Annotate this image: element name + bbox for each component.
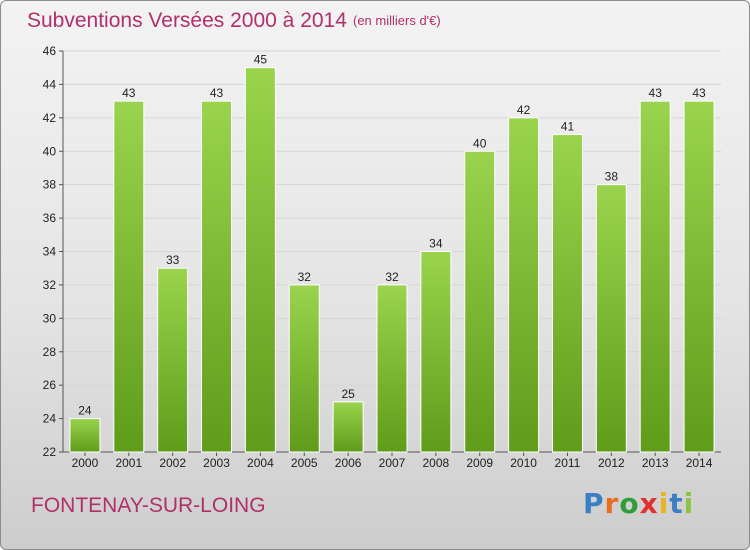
data-label-2012: 38 bbox=[605, 170, 619, 184]
chart-subtitle: (en milliers d'€) bbox=[353, 13, 441, 28]
bar-2003 bbox=[201, 100, 233, 453]
logo-letter: x bbox=[639, 487, 659, 520]
bar-2011 bbox=[551, 134, 583, 453]
y-tick-label: 46 bbox=[43, 44, 57, 58]
data-label-2013: 43 bbox=[649, 86, 663, 100]
x-tick-label-2003: 2003 bbox=[203, 456, 230, 470]
data-label-2009: 40 bbox=[473, 136, 487, 150]
x-tick-label-2014: 2014 bbox=[686, 456, 713, 470]
y-tick-label: 40 bbox=[43, 144, 57, 158]
bar-2009 bbox=[464, 150, 496, 453]
data-label-2005: 32 bbox=[298, 270, 312, 284]
commune-name: FONTENAY-SUR-LOING bbox=[31, 494, 266, 517]
y-tick-label: 30 bbox=[43, 311, 57, 325]
bar-2004 bbox=[244, 67, 276, 453]
bar-2008 bbox=[420, 251, 452, 453]
y-tick-label: 26 bbox=[43, 378, 57, 392]
y-tick-label: 34 bbox=[43, 245, 57, 259]
y-tick-label: 44 bbox=[43, 77, 57, 91]
data-label-2002: 33 bbox=[166, 253, 180, 267]
x-tick-label-2007: 2007 bbox=[379, 456, 406, 470]
logo-letter: o bbox=[619, 487, 640, 520]
y-tick-label: 42 bbox=[43, 111, 57, 125]
x-tick-label-2013: 2013 bbox=[642, 456, 669, 470]
x-tick-label-2010: 2010 bbox=[510, 456, 537, 470]
y-tick-label: 22 bbox=[43, 445, 57, 459]
bar-2002 bbox=[157, 267, 189, 453]
bar-2014 bbox=[683, 100, 715, 453]
y-tick-label: 32 bbox=[43, 278, 57, 292]
proxiti-logo: Proxiti bbox=[583, 487, 694, 520]
data-label-2001: 43 bbox=[122, 86, 136, 100]
y-tick-label: 24 bbox=[43, 412, 57, 426]
bar-2012 bbox=[595, 184, 627, 453]
logo-letter: P bbox=[583, 487, 605, 520]
x-tick-label-2005: 2005 bbox=[291, 456, 318, 470]
bars bbox=[69, 67, 715, 453]
x-tick-label-2011: 2011 bbox=[555, 456, 581, 470]
bar-2000 bbox=[69, 418, 101, 453]
bar-2013 bbox=[639, 100, 671, 453]
x-tick-label-2008: 2008 bbox=[423, 456, 450, 470]
logo-letter: r bbox=[604, 487, 620, 520]
x-tick-label-2002: 2002 bbox=[159, 456, 186, 470]
data-label-2011: 41 bbox=[561, 120, 575, 134]
y-tick-label: 38 bbox=[43, 178, 57, 192]
data-label-2000: 24 bbox=[78, 404, 92, 418]
bar-2005 bbox=[288, 284, 320, 453]
data-label-2010: 42 bbox=[517, 103, 531, 117]
data-label-2007: 32 bbox=[385, 270, 399, 284]
x-tick-label-2004: 2004 bbox=[247, 456, 274, 470]
data-label-2014: 43 bbox=[692, 86, 706, 100]
logo-letter: i bbox=[658, 487, 670, 520]
labels: 22 24 26 28 30 32 34 36 38 40 42 44 46 24 2000 43 2001 33… bbox=[43, 44, 713, 470]
logo-letter: t bbox=[669, 487, 684, 520]
chart-title: Subventions Versées 2000 à 2014 bbox=[27, 9, 347, 32]
x-tick-label-2012: 2012 bbox=[598, 456, 625, 470]
bar-2006 bbox=[332, 401, 364, 453]
data-label-2006: 25 bbox=[341, 387, 355, 401]
bar-2010 bbox=[508, 117, 540, 453]
data-label-2003: 43 bbox=[210, 86, 224, 100]
data-label-2008: 34 bbox=[429, 237, 443, 251]
x-tick-label-2001: 2001 bbox=[115, 456, 142, 470]
bar-2007 bbox=[376, 284, 408, 453]
y-tick-label: 28 bbox=[43, 345, 57, 359]
y-tick-label: 36 bbox=[43, 211, 57, 225]
logo-letter: i bbox=[683, 487, 695, 520]
x-tick-label-2006: 2006 bbox=[335, 456, 362, 470]
data-label-2004: 45 bbox=[254, 53, 268, 67]
x-tick-label-2009: 2009 bbox=[466, 456, 493, 470]
bar-2001 bbox=[113, 100, 145, 453]
x-tick-label-2000: 2000 bbox=[72, 456, 99, 470]
